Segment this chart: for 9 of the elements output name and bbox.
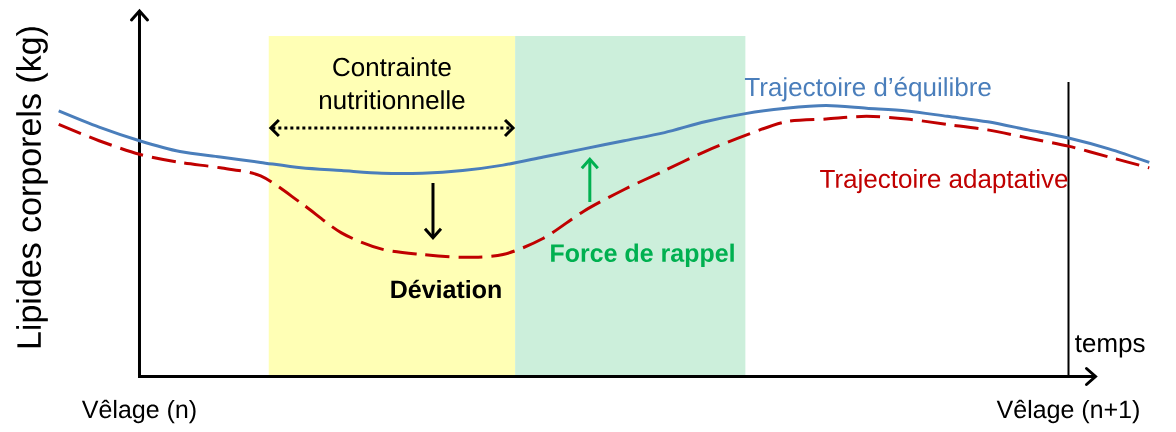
series-label: Trajectoire adaptative bbox=[820, 169, 1068, 194]
series-label: Trajectoire d’équilibre bbox=[744, 76, 991, 102]
annotation: Contrainte nutritionnelle bbox=[319, 57, 465, 110]
y-axis-title: Lipides corporels (kg) bbox=[16, 27, 48, 348]
annotation: Déviation bbox=[391, 279, 501, 299]
x-tick-label: Vêlage (n+1) bbox=[996, 399, 1139, 424]
annotation: Force de rappel bbox=[551, 243, 734, 267]
x-tick-label: Vêlage (n) bbox=[81, 399, 196, 424]
x-axis-title: temps bbox=[1075, 335, 1145, 358]
